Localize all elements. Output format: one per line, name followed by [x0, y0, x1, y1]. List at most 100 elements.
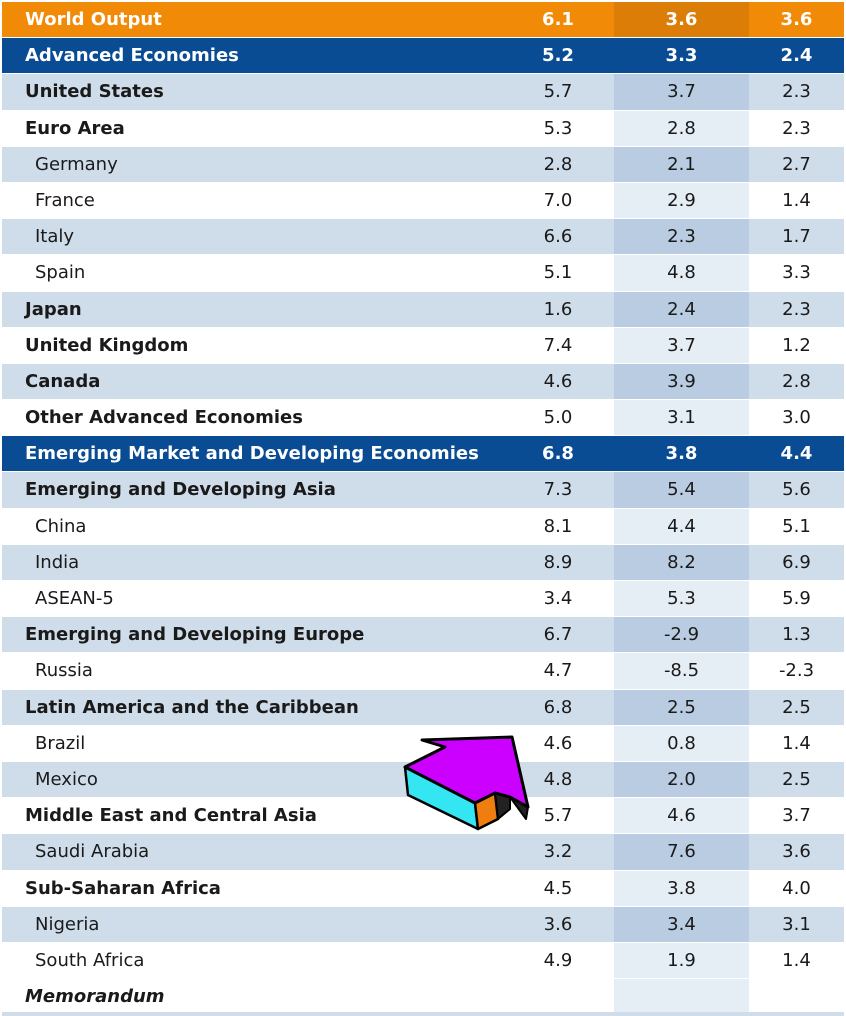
value-cell-col1: 5.3	[543, 117, 573, 139]
value-cell-col1: 3.4	[543, 588, 573, 609]
value-cell-col1: 6.8	[543, 696, 573, 718]
table-row: Memorandum	[2, 979, 844, 1016]
value-cell-col2: 3.9	[614, 363, 749, 400]
table-row: Euro Area 5.3 2.8 2.3	[2, 110, 844, 147]
row-label: Emerging and Developing Asia	[25, 479, 336, 501]
value-cell-col3: 2.3	[782, 117, 811, 139]
value-cell-col1: 2.8	[543, 153, 573, 175]
value-cell-col3: 3.6	[782, 841, 811, 863]
value-cell-col3: 2.3	[782, 81, 811, 103]
value-cell-col1: 5.7	[543, 81, 573, 103]
value-cell-col3: 1.4	[782, 189, 811, 211]
value-cell-col1: 3.6	[543, 913, 573, 935]
row-label: Emerging Market and Developing Economies	[25, 443, 479, 465]
value-cell-col1: 6.6	[543, 226, 573, 248]
table-row: Other Advanced Economies 5.0 3.1 3.0	[2, 400, 844, 437]
value-cell-col1: 5.0	[543, 407, 573, 429]
value-cell-col2: 4.6	[614, 798, 749, 834]
table-row: Italy 6.6 2.3 1.7	[2, 219, 844, 256]
table-row: Brazil 4.6 0.8 1.4	[2, 725, 844, 762]
value-cell-col1: 4.9	[543, 949, 573, 971]
value-cell-col1: 5.1	[543, 262, 573, 284]
value-cell-col3: 2.4	[780, 45, 813, 67]
value-cell-col1: 7.4	[543, 334, 573, 356]
value-cell-col2: 3.7	[614, 74, 749, 110]
row-label: Emerging and Developing Europe	[25, 624, 365, 646]
value-cell-col2: 3.4	[614, 906, 749, 942]
table-row: Japan 1.6 2.4 2.3	[2, 291, 844, 328]
row-label: Canada	[25, 370, 101, 392]
value-cell-col2: 2.0	[614, 761, 749, 798]
row-label: Japan	[25, 298, 82, 320]
value-cell-col2: 3.8	[614, 870, 749, 906]
row-label: Spain	[35, 262, 86, 284]
table-row: Nigeria 3.6 3.4 3.1	[2, 906, 844, 943]
value-cell-col2: 2.3	[614, 219, 749, 255]
value-cell-col1: 8.9	[543, 551, 573, 573]
value-cell-col3: 1.2	[782, 334, 811, 356]
table-row: Emerging Market and Developing Economies…	[2, 436, 844, 473]
value-cell-col2: 0.8	[614, 725, 749, 761]
row-label: Germany	[35, 153, 118, 175]
row-label: Other Advanced Economies	[25, 407, 303, 429]
value-cell-col1: 1.6	[543, 298, 573, 320]
value-cell-col3: 2.7	[782, 153, 811, 175]
value-cell-col1: 5.7	[543, 805, 573, 827]
value-cell-col1: 8.1	[543, 515, 573, 537]
row-label: Russia	[35, 660, 93, 682]
row-label: Middle East and Central Asia	[25, 805, 317, 827]
value-cell-col3: 3.7	[782, 805, 811, 827]
value-cell-col2: 3.1	[614, 400, 749, 436]
row-label: Mexico	[35, 768, 98, 790]
value-cell-col3: 3.6	[780, 9, 813, 30]
value-cell-col2: 2.1	[614, 146, 749, 182]
value-cell-col3: 5.9	[782, 588, 811, 609]
table-row: Emerging and Developing Asia 7.3 5.4 5.6	[2, 472, 844, 509]
row-label: France	[35, 189, 95, 211]
value-cell-col1: 4.7	[543, 660, 573, 682]
value-cell-col2: 5.4	[614, 472, 749, 508]
table-row: United Kingdom 7.4 3.7 1.2	[2, 327, 844, 364]
value-cell-col2: 2.9	[614, 182, 749, 219]
value-cell-col2: 3.8	[614, 436, 749, 472]
value-cell-col3: 6.9	[782, 551, 811, 573]
value-cell-col1: 6.8	[542, 443, 574, 465]
value-cell-col3: 1.4	[782, 732, 811, 754]
value-cell-col1: 7.0	[543, 189, 573, 211]
value-cell-col3: 2.8	[782, 370, 811, 392]
value-cell-col3: 3.0	[782, 407, 811, 429]
value-cell-col3	[749, 979, 844, 1015]
table-row: Sub-Saharan Africa 4.5 3.8 4.0	[2, 870, 844, 907]
table-row: Middle East and Central Asia 5.7 4.6 3.7	[2, 798, 844, 835]
value-cell-col3: 2.5	[782, 696, 811, 718]
table-row: Saudi Arabia 3.2 7.6 3.6	[2, 834, 844, 871]
value-cell-col3: 2.3	[782, 298, 811, 320]
value-cell-col3: 3.3	[782, 262, 811, 284]
value-cell-col1: 4.8	[543, 768, 573, 790]
value-cell-col2: 7.6	[614, 834, 749, 870]
value-cell-col1: 3.2	[543, 841, 573, 863]
value-cell-col2: 8.2	[614, 544, 749, 580]
table-row: Advanced Economies 5.2 3.3 2.4	[2, 38, 844, 75]
table-bottom-border	[2, 1012, 844, 1016]
row-label: China	[35, 515, 87, 537]
table-row: South Africa 4.9 1.9 1.4	[2, 942, 844, 980]
value-cell-col2: 2.5	[614, 689, 749, 725]
value-cell-col3: 1.3	[782, 624, 811, 646]
row-label: Italy	[35, 226, 75, 248]
row-label: ASEAN-5	[35, 588, 114, 609]
row-label: Nigeria	[35, 913, 100, 935]
row-label: United Kingdom	[25, 334, 189, 356]
value-cell-col3: 5.1	[782, 515, 811, 537]
value-cell-col2	[614, 979, 749, 1016]
value-cell-col2: 4.4	[614, 508, 749, 544]
value-cell-col1	[502, 979, 614, 1015]
value-cell-col2: 5.3	[614, 581, 749, 617]
value-cell-col3: 3.1	[782, 913, 811, 935]
value-cell-col1: 7.3	[543, 479, 573, 501]
value-cell-col2: 3.7	[614, 327, 749, 363]
value-cell-col3: -2.3	[778, 660, 815, 682]
value-cell-col3: 4.4	[780, 443, 813, 465]
value-cell-col1: 4.6	[543, 732, 573, 754]
